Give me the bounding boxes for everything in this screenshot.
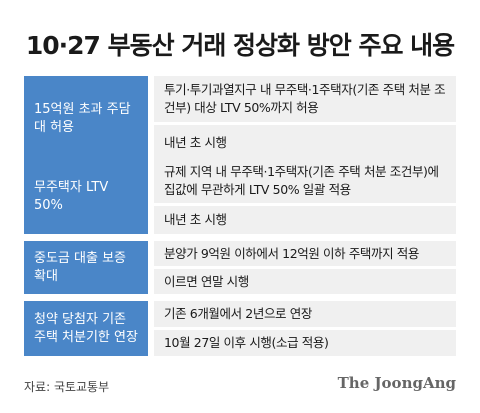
detail-cell: 분양가 9억원 이하에서 12억원 이하 주택까지 적용 (154, 241, 456, 266)
table-row: 중도금 대출 보증 확대 분양가 9억원 이하에서 12억원 이하 주택까지 적… (24, 241, 456, 294)
row-details: 규제 지역 내 무주택·1주택자(기존 주택 처분 조건부)에 집값에 무관하게… (154, 159, 456, 234)
table-row: 청약 당첨자 기존 주택 처분기한 연장 기존 6개월에서 2년으로 연장 10… (24, 301, 456, 356)
detail-cell: 내년 초 시행 (154, 206, 456, 234)
row-label: 청약 당첨자 기존 주택 처분기한 연장 (24, 301, 148, 356)
table-row: 15억원 초과 주담대 허용 투기·투기과열지구 내 무주택·1주택자(기존 주… (24, 76, 456, 161)
brand-logo: The JoongAng (337, 374, 456, 392)
source-credit: 자료: 국토교통부 (24, 380, 110, 394)
page-title: 10·27 부동산 거래 정상화 방안 주요 내용 (25, 31, 455, 60)
table-row: 무주택자 LTV 50% 규제 지역 내 무주택·1주택자(기존 주택 처분 조… (24, 159, 456, 234)
detail-cell: 이르면 연말 시행 (154, 269, 456, 294)
row-label: 15억원 초과 주담대 허용 (24, 76, 148, 161)
detail-cell: 투기·투기과열지구 내 무주택·1주택자(기존 주택 처분 조건부) 대상 LT… (154, 76, 456, 122)
row-details: 기존 6개월에서 2년으로 연장 10월 27일 이후 시행(소급 적용) (154, 301, 456, 356)
row-label: 중도금 대출 보증 확대 (24, 241, 148, 294)
detail-cell: 규제 지역 내 무주택·1주택자(기존 주택 처분 조건부)에 집값에 무관하게… (154, 159, 456, 203)
row-details: 분양가 9억원 이하에서 12억원 이하 주택까지 적용 이르면 연말 시행 (154, 241, 456, 294)
detail-cell: 기존 6개월에서 2년으로 연장 (154, 301, 456, 327)
detail-cell: 10월 27일 이후 시행(소급 적용) (154, 330, 456, 356)
row-details: 투기·투기과열지구 내 무주택·1주택자(기존 주택 처분 조건부) 대상 LT… (154, 76, 456, 161)
row-label: 무주택자 LTV 50% (24, 159, 148, 234)
detail-cell: 내년 초 시행 (154, 125, 456, 161)
